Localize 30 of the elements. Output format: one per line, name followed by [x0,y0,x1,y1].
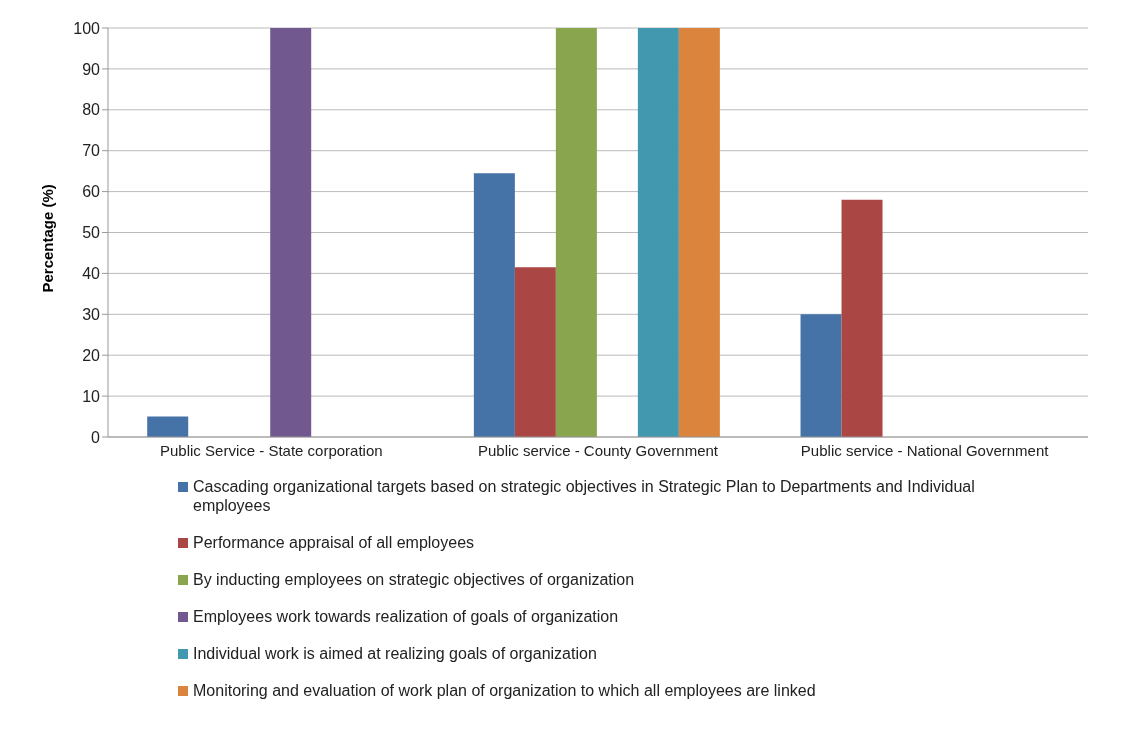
bar [637,28,679,437]
x-tick-label: Public service - National Government [800,441,1050,459]
y-tick-label: 10 [82,387,101,405]
y-tick-label: 30 [82,305,101,323]
y-tick-label: 80 [82,101,101,119]
y-axis-title: Percentage (%) [39,184,57,293]
x-tick-label: Public Service - State corporation [160,441,383,459]
legend-label: Cascading organizational targets based on strategic objectives in Strategic Plan to Departments and Individual employees [193,477,976,515]
bar [473,173,515,437]
legend-label: By inducting employees on strategic objectives of organization [193,570,635,589]
bar [678,28,720,437]
x-tick-label: Public service - County Government [477,441,719,459]
legend-label: Performance appraisal of all employees [193,533,475,552]
legend-label: Individual work is aimed at realizing goals of organization [193,644,597,663]
bar [514,267,556,437]
y-tick-label: 40 [82,265,101,283]
y-tick-label: 50 [82,224,101,242]
bar [270,28,312,437]
y-tick-label: 90 [82,60,101,78]
bar [147,416,189,437]
legend-label: Employees work towards realization of goals of organization [193,607,619,626]
y-tick-label: 70 [82,142,101,160]
bar [841,199,883,437]
bar [800,314,842,437]
legend-label: Monitoring and evaluation of work plan of organization to which all employees are linked [193,681,816,700]
bar [555,28,597,437]
y-tick-label: 0 [91,428,101,446]
y-tick-label: 100 [73,19,101,37]
y-tick-label: 60 [82,183,101,201]
y-tick-label: 20 [82,346,101,364]
